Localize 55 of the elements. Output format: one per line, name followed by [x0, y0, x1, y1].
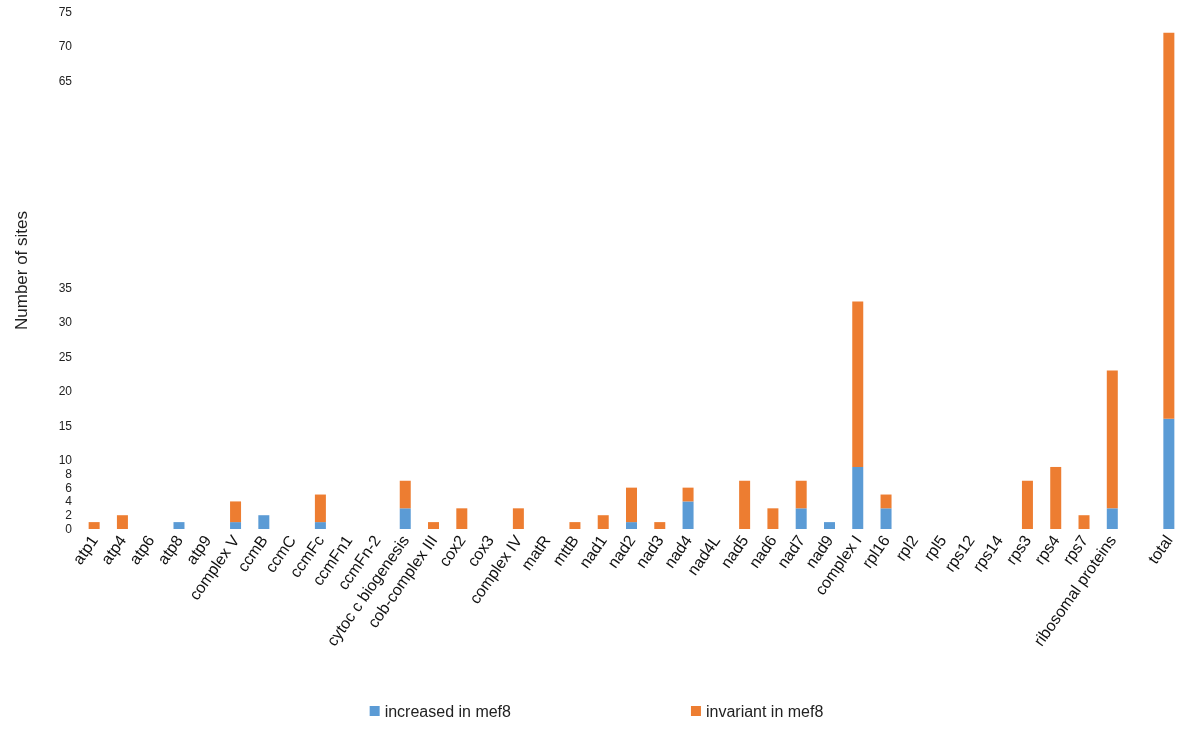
bar [1050, 466, 1062, 529]
y-tick-label: 15 [58, 418, 73, 433]
y-tick-label: 65 [58, 73, 73, 88]
bar [399, 480, 411, 509]
y-tick-label: 6 [65, 480, 73, 495]
bar [1078, 515, 1090, 529]
bar [654, 522, 666, 529]
y-axis-title: Number of sites [12, 210, 31, 331]
y-tick-label: 10 [58, 453, 73, 468]
y-tick-label: 30 [58, 315, 73, 330]
bar [428, 522, 440, 529]
bar [852, 301, 864, 467]
bar [314, 522, 326, 529]
bar [230, 522, 242, 529]
legend-label: invariant in mef8 [705, 702, 824, 720]
y-tick-label: 70 [58, 39, 73, 54]
bar [852, 466, 864, 529]
x-tick-label: rpl5 [920, 532, 950, 564]
bar [258, 515, 270, 529]
bar [1021, 480, 1033, 529]
y-tick-label: 20 [58, 384, 73, 399]
y-tick-label: 2 [65, 508, 73, 523]
bar [116, 515, 128, 529]
bar [1106, 508, 1118, 529]
bar [88, 522, 100, 529]
bar [880, 494, 892, 509]
bar [626, 487, 637, 523]
bar [569, 522, 581, 529]
bar [1163, 32, 1175, 419]
bar [682, 501, 694, 529]
y-tick-label: 35 [58, 280, 73, 295]
bar [230, 501, 242, 523]
y-tick-label: 0 [65, 522, 73, 536]
y-tick-label: 4 [65, 494, 73, 509]
y-tick-label: 75 [58, 5, 73, 19]
legend-label: increased in mef8 [384, 702, 512, 720]
bar [795, 480, 807, 509]
bar [173, 522, 185, 529]
bar [795, 508, 807, 529]
bar [823, 522, 835, 529]
bar [399, 508, 411, 529]
bar [1163, 418, 1175, 529]
bar [739, 480, 751, 529]
bar [456, 508, 468, 529]
bar [314, 494, 326, 523]
x-tick-label: rpl2 [892, 532, 922, 564]
bar [597, 515, 609, 529]
bar [767, 508, 779, 529]
y-tick-label: 8 [65, 466, 73, 481]
y-tick-label: 25 [58, 349, 73, 364]
bar [626, 522, 637, 529]
bar [682, 487, 694, 502]
bar [1106, 370, 1118, 509]
bar [512, 508, 524, 529]
bar [880, 508, 892, 529]
